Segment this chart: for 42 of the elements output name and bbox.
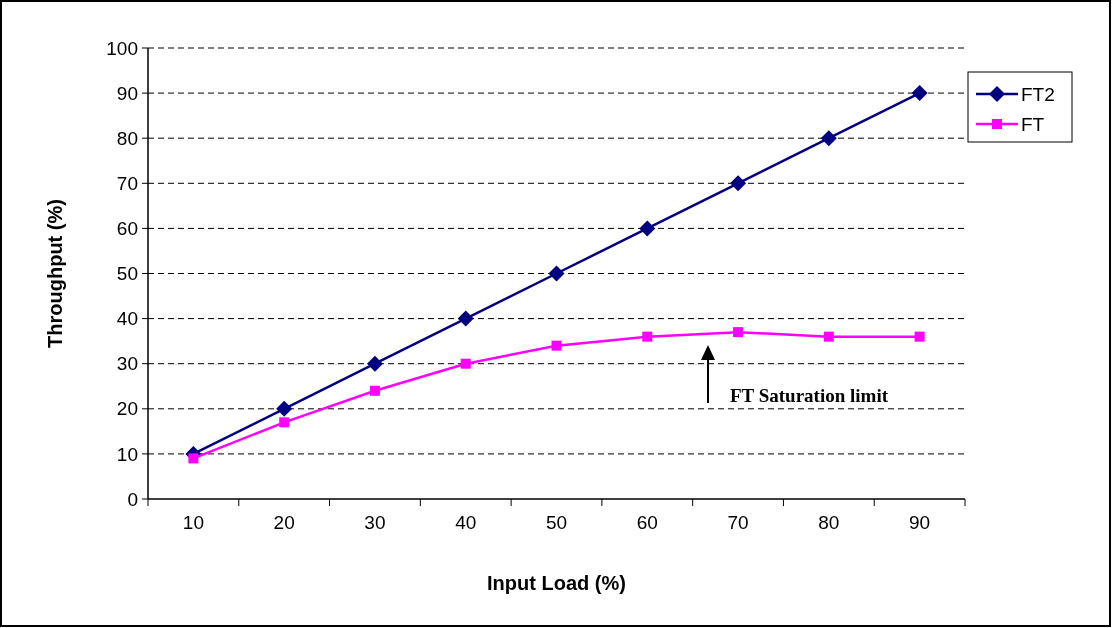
y-tick-label: 70 — [116, 172, 138, 194]
y-tick-label: 60 — [116, 218, 138, 240]
point — [369, 385, 380, 396]
x-tick-label: 60 — [636, 512, 658, 533]
y-tick-label: 0 — [127, 488, 138, 510]
point — [820, 130, 837, 147]
x-axis-title: Input Load (%) — [487, 572, 626, 594]
point — [911, 85, 928, 102]
point — [730, 175, 747, 192]
x-tick-label: 90 — [909, 512, 931, 533]
x-tick-label: 70 — [727, 512, 749, 533]
y-tick-label: 10 — [116, 443, 138, 465]
x-tick-label: 10 — [182, 512, 204, 533]
point — [188, 453, 199, 464]
y-tick-label: 20 — [116, 398, 138, 420]
point — [642, 331, 653, 342]
y-tick-label: 90 — [116, 82, 138, 104]
point — [914, 331, 925, 342]
x-tick-label: 80 — [818, 512, 840, 533]
y-tick-label: 100 — [106, 37, 138, 59]
legend-label: FT2 — [1021, 83, 1055, 105]
y-axis-title: Throughput (%) — [44, 199, 66, 348]
point — [639, 220, 656, 237]
annotation: FT Saturation limit — [730, 385, 889, 406]
y-tick-label: 40 — [116, 308, 138, 330]
x-tick-label: 40 — [455, 512, 477, 533]
x-tick-label: 50 — [545, 512, 568, 533]
point — [823, 331, 834, 342]
x-tick-label: 20 — [273, 512, 295, 533]
point — [366, 355, 383, 372]
y-tick-label: 30 — [116, 353, 138, 375]
legend-label: FT — [1021, 113, 1045, 135]
point — [457, 310, 474, 327]
y-tick-label: 80 — [116, 127, 138, 149]
point — [460, 358, 471, 369]
point — [548, 265, 565, 282]
y-tick-label: 50 — [116, 263, 138, 285]
point — [551, 340, 562, 351]
x-tick-label: 30 — [364, 512, 386, 533]
point — [733, 327, 744, 338]
point — [276, 400, 293, 417]
point — [279, 417, 290, 428]
